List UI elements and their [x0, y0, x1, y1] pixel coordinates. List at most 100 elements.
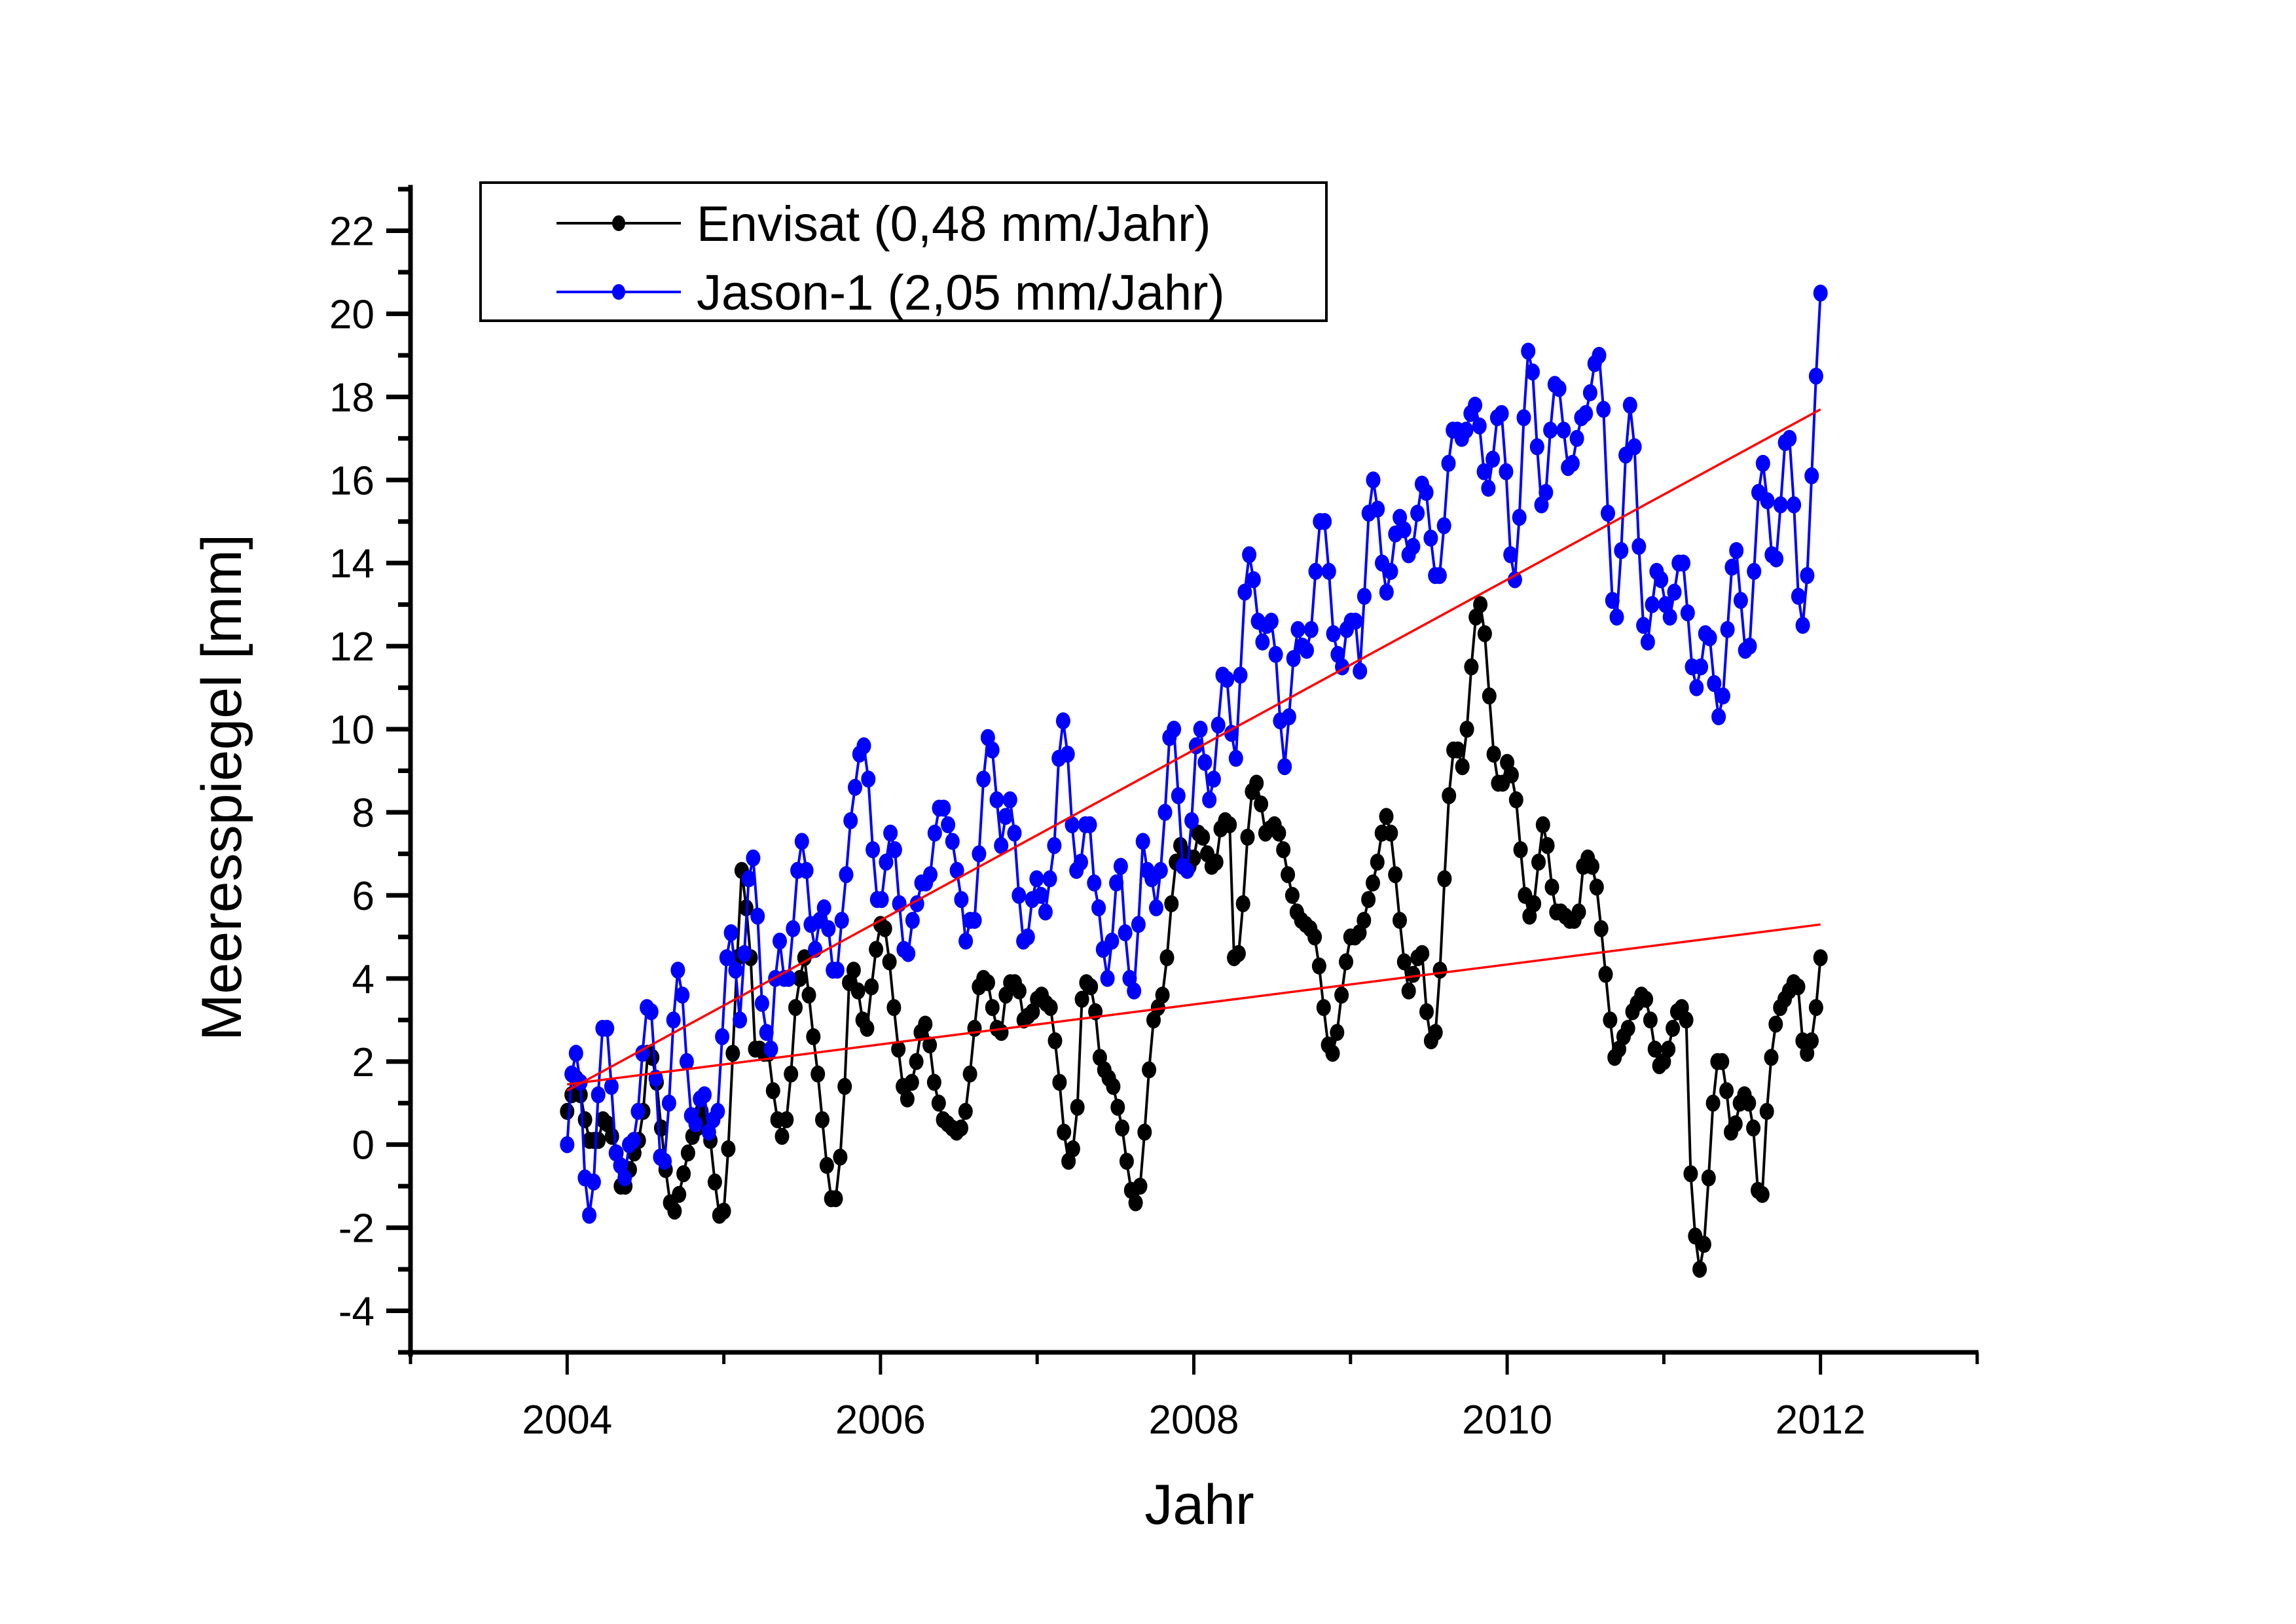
data-point-jason	[1135, 833, 1150, 850]
data-point-envisat	[1486, 746, 1501, 763]
data-point-jason	[1011, 886, 1027, 904]
data-point-envisat	[1222, 816, 1237, 833]
data-point-jason	[1525, 363, 1540, 381]
data-point-envisat	[967, 1020, 982, 1037]
data-point-jason	[1640, 633, 1655, 651]
data-point-jason	[1791, 588, 1806, 605]
data-point-jason	[710, 1102, 725, 1120]
data-point-jason	[1715, 687, 1730, 705]
legend-label-jason: Jason-1 (2,05 mm/Jahr)	[697, 265, 1225, 321]
data-point-jason	[1383, 562, 1398, 580]
data-point-jason	[848, 778, 862, 796]
data-point-jason	[754, 994, 769, 1012]
data-point-jason	[786, 920, 801, 937]
y-tick-label: 10	[329, 708, 374, 753]
data-point-jason	[1680, 604, 1695, 622]
data-point-jason	[821, 920, 836, 937]
data-point-jason	[1300, 641, 1314, 659]
data-point-jason	[1711, 708, 1726, 725]
data-point-jason	[1237, 583, 1252, 601]
data-point-envisat	[1643, 1011, 1658, 1029]
data-point-jason	[1047, 837, 1062, 854]
data-point-envisat	[1598, 965, 1613, 983]
data-point-jason	[1543, 422, 1558, 439]
data-point-jason	[1268, 645, 1283, 663]
data-point-envisat	[1330, 1024, 1345, 1041]
data-point-jason	[1233, 666, 1248, 684]
data-point-jason	[1667, 583, 1682, 601]
data-point-envisat	[922, 1036, 938, 1054]
data-point-jason	[1787, 496, 1802, 514]
y-tick-label: 20	[329, 292, 374, 337]
legend-marker-jason	[612, 284, 625, 300]
data-point-jason	[1804, 467, 1819, 484]
data-point-jason	[1109, 874, 1124, 892]
data-point-jason	[1228, 749, 1243, 767]
data-point-jason	[1521, 342, 1536, 360]
data-point-jason	[1596, 401, 1611, 418]
data-point-envisat	[1043, 999, 1058, 1017]
data-point-jason	[1074, 854, 1088, 871]
data-point-envisat	[860, 1020, 875, 1037]
data-point-envisat	[1334, 986, 1349, 1004]
data-point-jason	[1720, 621, 1735, 638]
data-point-jason	[1645, 596, 1660, 613]
data-point-envisat	[815, 1111, 829, 1128]
data-point-jason	[1220, 670, 1235, 688]
data-point-jason	[887, 841, 902, 859]
data-point-jason	[927, 824, 942, 842]
data-point-jason	[1614, 542, 1629, 560]
data-point-jason	[591, 1086, 606, 1104]
data-point-envisat	[1106, 1077, 1121, 1095]
data-point-envisat	[926, 1074, 941, 1091]
data-point-envisat	[1231, 945, 1246, 962]
data-point-envisat	[1428, 1024, 1443, 1041]
data-point-jason	[1529, 438, 1544, 456]
x-axis-ticks: 2004 2006 2008 2010 2012	[409, 1352, 1979, 1443]
data-point-jason	[1255, 633, 1270, 651]
legend-item-jason: Jason-1 (2,05 mm/Jahr)	[556, 265, 1225, 321]
data-point-jason	[989, 791, 1004, 808]
data-point-jason	[1396, 521, 1412, 539]
data-point-envisat	[1603, 1011, 1618, 1029]
data-point-jason	[1565, 454, 1580, 472]
data-point-envisat	[1755, 1185, 1770, 1203]
data-point-jason	[1782, 429, 1797, 447]
y-tick-label: 0	[352, 1123, 374, 1168]
data-point-jason	[976, 770, 991, 788]
data-point-envisat	[591, 1132, 606, 1149]
data-point-jason	[1321, 562, 1336, 580]
data-point-jason	[1556, 422, 1571, 439]
data-point-jason	[1113, 857, 1128, 875]
x-tick-label: 2008	[1149, 1398, 1239, 1443]
data-point-envisat	[680, 1144, 695, 1162]
data-point-jason	[799, 861, 814, 879]
data-point-jason	[1020, 928, 1035, 946]
data-point-jason	[1636, 617, 1651, 634]
data-point-envisat	[1437, 870, 1452, 888]
data-point-envisat	[1508, 791, 1523, 808]
data-point-jason	[1281, 708, 1296, 725]
data-point-jason	[1060, 746, 1075, 763]
data-point-jason	[1499, 463, 1514, 480]
data-point-jason	[568, 1045, 583, 1062]
data-point-jason	[1206, 770, 1221, 788]
data-point-jason	[1419, 484, 1434, 501]
data-point-envisat	[1715, 1053, 1730, 1070]
data-point-jason	[1755, 454, 1770, 472]
data-point-jason	[1605, 592, 1620, 609]
data-point-jason	[1631, 537, 1647, 555]
data-point-envisat	[1133, 1178, 1148, 1195]
data-point-jason	[1512, 509, 1527, 526]
data-point-envisat	[828, 1190, 843, 1208]
data-point-jason	[1724, 558, 1740, 576]
data-point-jason	[617, 1169, 632, 1187]
data-point-jason	[879, 854, 894, 871]
data-point-envisat	[1432, 962, 1448, 979]
data-point-jason	[1676, 554, 1690, 572]
data-point-envisat	[707, 1173, 722, 1191]
data-point-jason	[1760, 492, 1775, 509]
data-point-jason	[1582, 384, 1597, 401]
data-point-envisat	[1383, 824, 1398, 842]
